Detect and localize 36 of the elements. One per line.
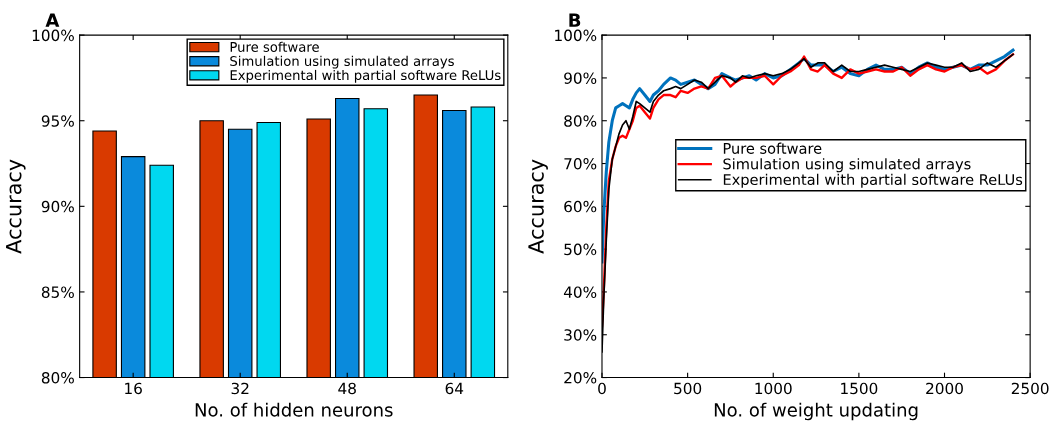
y-tick-label: 50% — [564, 243, 597, 256]
legend-label: Pure software — [723, 142, 822, 154]
chart-title: A — [45, 13, 60, 27]
x-axis-title: No. of hidden neurons — [195, 402, 393, 417]
y-tick-label: 100% — [32, 29, 74, 42]
chart-title: B — [569, 13, 581, 27]
x-tick-label: 0 — [598, 382, 606, 395]
legend-label: Simulation using simulated arrays — [230, 55, 454, 69]
y-tick-label: 40% — [563, 286, 597, 298]
y-axis-title: Accuracy — [528, 159, 548, 254]
y-axis-title: Accuracy — [6, 159, 26, 254]
y-tick-label: 70% — [564, 157, 597, 170]
y-tick-label: 20% — [564, 372, 597, 384]
x-axis-title: No. of weight updating — [714, 402, 918, 421]
x-tick-label: 64 — [445, 382, 464, 395]
y-tick-label: 90% — [564, 72, 597, 84]
x-tick-label: 32 — [231, 382, 249, 395]
y-tick-label: 80% — [41, 372, 74, 384]
x-tick-label: 500 — [674, 382, 702, 395]
x-tick-label: 1000 — [755, 382, 792, 395]
x-tick-label: 48 — [338, 382, 356, 395]
legend-label: Experimental with partial software ReLUs — [230, 69, 501, 83]
x-tick-label: 2500 — [1011, 382, 1049, 395]
y-tick-label: 100% — [555, 29, 597, 42]
x-tick-label: 1500 — [841, 382, 878, 395]
y-tick-label: 85% — [41, 286, 74, 298]
x-tick-label: 2000 — [926, 382, 963, 395]
legend-label: Pure software — [230, 41, 319, 52]
legend-label: Simulation using simulated arrays — [723, 158, 971, 173]
legend-label: Experimental with partial software ReLUs — [723, 173, 1023, 188]
y-tick-label: 30% — [564, 329, 597, 341]
x-tick-label: 16 — [125, 382, 142, 395]
y-tick-label: 80% — [564, 115, 597, 127]
y-tick-label: 60% — [564, 200, 597, 213]
y-tick-label: 90% — [41, 200, 74, 213]
y-tick-label: 95% — [41, 115, 74, 127]
